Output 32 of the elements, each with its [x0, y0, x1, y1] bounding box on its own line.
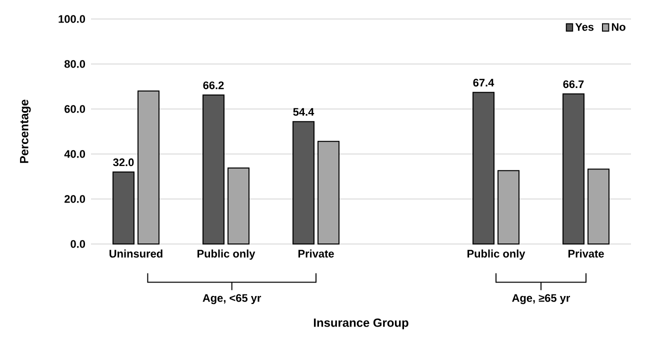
y-tick-label: 0.0: [70, 240, 86, 248]
y-axis-title: Percentage: [20, 100, 31, 163]
y-tick-label: 100.0: [58, 15, 86, 23]
x-tick-label: Uninsured: [110, 250, 162, 258]
x-tick-label: Public only: [198, 250, 256, 260]
x-axis-title: Insurance Group: [314, 318, 408, 330]
bar: [202, 94, 224, 244]
bar: [498, 170, 520, 244]
text: Age, ≥65 yr: [512, 294, 570, 304]
data-label: 32.0: [113, 158, 134, 166]
bar: [472, 92, 494, 244]
y-tick-label: 20.0: [64, 195, 86, 203]
data-label: 67.4: [473, 78, 494, 87]
x-tick-label: Private: [298, 250, 334, 258]
y-tick-label: 80.0: [64, 60, 86, 68]
text: Age, <65 yr: [202, 294, 262, 304]
bar: [228, 167, 250, 244]
y-tick-label: 60.0: [64, 105, 86, 113]
bar: [292, 121, 314, 244]
data-label: 66.7: [563, 80, 584, 88]
bar: [138, 90, 160, 244]
data-label: 54.4: [293, 108, 314, 116]
bar: [112, 172, 134, 244]
data-label: 66.2: [203, 81, 224, 90]
x-tick-label: Private: [568, 250, 604, 258]
bar: [562, 93, 584, 244]
legend-label: Yes: [575, 23, 594, 31]
y-tick-label: 40.0: [64, 150, 86, 158]
x-tick-label: Public only: [468, 250, 526, 260]
legend-label: No: [612, 23, 626, 31]
bar: [588, 168, 610, 244]
bar: [318, 140, 340, 244]
